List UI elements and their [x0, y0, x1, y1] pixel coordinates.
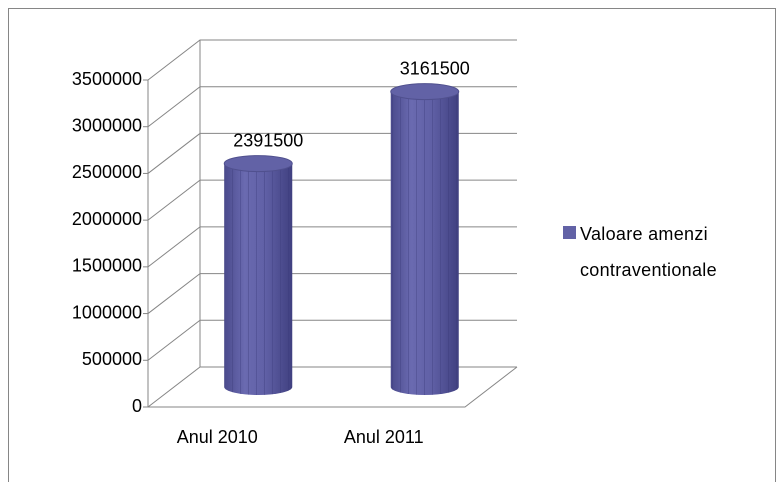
legend-label: Valoare amenzi contraventionale	[580, 224, 717, 280]
grid-line	[147, 273, 517, 314]
data-label: 2391500	[233, 130, 303, 150]
y-tick-label: 3000000	[72, 115, 142, 135]
bar-top	[223, 155, 293, 173]
y-tick-label: 3500000	[72, 69, 142, 89]
x-tick-label: Anul 2010	[177, 427, 258, 447]
y-tick-label: 2000000	[72, 209, 142, 229]
bar-stripes	[390, 91, 459, 395]
grid-line	[147, 39, 517, 81]
y-tick-label: 1500000	[72, 256, 142, 276]
grid-line	[147, 179, 517, 221]
grid-line	[147, 132, 517, 174]
x-tick-label: Anul 2011	[344, 427, 424, 447]
y-tick-label: 1000000	[72, 302, 142, 322]
bar-stripes	[224, 163, 293, 395]
legend-swatch	[563, 226, 576, 239]
floor	[148, 366, 518, 408]
chart-border	[8, 8, 776, 482]
data-label: 3161500	[400, 58, 470, 78]
bar-top	[390, 83, 460, 101]
grid-line	[147, 319, 517, 361]
grid-line	[147, 86, 517, 128]
grid-line	[147, 366, 517, 408]
grid-line	[147, 226, 517, 268]
y-tick-label: 2500000	[72, 162, 142, 182]
y-tick-label: 0	[132, 396, 142, 416]
y-tick-label: 500000	[82, 349, 142, 369]
